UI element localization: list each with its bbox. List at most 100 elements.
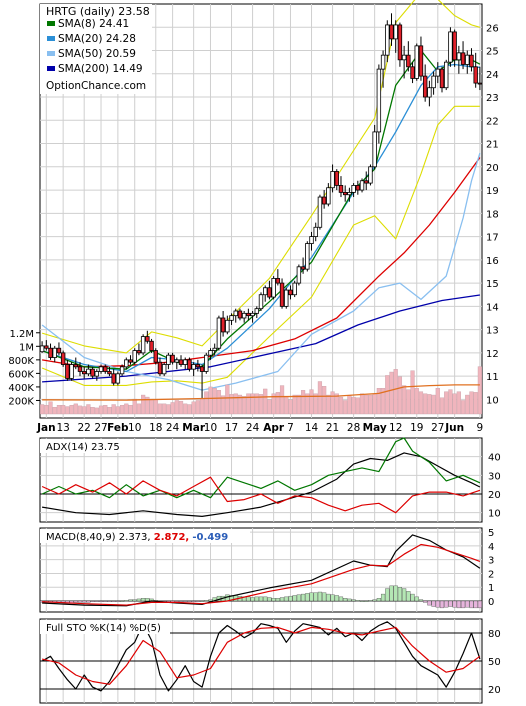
volume-bar <box>326 394 331 415</box>
candle-body-up <box>254 308 259 314</box>
volume-bar <box>284 396 289 415</box>
candle-body-up <box>292 282 297 296</box>
candlestick <box>98 364 104 374</box>
volume-bar <box>347 395 352 415</box>
candle-body-up <box>258 294 264 310</box>
indicator-line <box>42 452 481 518</box>
volume-bar <box>136 403 142 415</box>
volume-bar <box>334 393 339 415</box>
candle-body-up <box>309 236 314 244</box>
moving-average-line <box>41 63 480 373</box>
macd-histogram-bar <box>204 600 209 602</box>
candle-body-down <box>275 278 281 284</box>
y-tick-label: 18 <box>486 209 499 220</box>
candlestick <box>166 352 171 370</box>
volume-bar <box>250 393 255 415</box>
y-tick-label: 10 <box>488 509 501 520</box>
macd-histogram-bar <box>322 592 327 602</box>
volume-bar <box>157 403 163 415</box>
candle-body-up <box>284 289 289 307</box>
x-tick-label: 21 <box>326 422 339 434</box>
candlestick <box>401 45 407 79</box>
candle-body-down <box>153 350 158 363</box>
candlestick <box>250 311 255 323</box>
x-tick-label: 22 <box>78 422 91 434</box>
macd-histogram-bar <box>469 600 474 609</box>
candle-body-up <box>212 347 217 351</box>
candle-body-down <box>187 359 192 370</box>
macd-histogram-bar <box>111 600 116 602</box>
macd-histogram-bar <box>460 600 466 609</box>
candlestick <box>376 64 382 144</box>
candlestick <box>115 371 121 386</box>
volume-bar <box>343 400 348 415</box>
volume-bar <box>195 400 200 415</box>
volume-bar <box>279 385 285 415</box>
candlestick <box>410 62 415 84</box>
macd-histogram-bar <box>376 598 381 602</box>
macd-histogram-bar <box>187 600 192 602</box>
candlestick <box>267 280 272 300</box>
volume-bar <box>65 406 70 415</box>
x-tick-label: 28 <box>347 422 360 434</box>
adx-label-background <box>40 439 128 453</box>
volume-bar <box>393 369 398 415</box>
candle-body-up <box>161 364 167 375</box>
x-tick-label: Apr <box>263 422 285 434</box>
candlestick <box>368 164 373 186</box>
volume-bar <box>208 386 213 415</box>
candle-body-down <box>397 24 403 61</box>
candle-body-down <box>439 68 445 89</box>
volume-bar <box>132 398 137 415</box>
legend-background <box>40 4 152 94</box>
volume-tick-label: 200K <box>8 396 34 407</box>
candle-body-down <box>44 345 49 349</box>
candlestick <box>103 364 108 374</box>
macd-histogram-bar <box>456 600 461 609</box>
x-tick-label: 10 <box>128 422 141 434</box>
candlestick <box>48 343 53 360</box>
x-tick-label: 7 <box>287 422 294 434</box>
volume-bar <box>305 393 310 415</box>
volume-bar <box>263 388 268 415</box>
volume-bar <box>355 397 360 415</box>
macd-histogram-bar <box>435 600 440 608</box>
candle-body-up <box>330 171 335 189</box>
candle-body-up <box>393 24 398 40</box>
candle-body-up <box>208 350 213 356</box>
candlestick <box>389 13 394 46</box>
candle-body-down <box>406 54 411 68</box>
volume-bar <box>376 388 381 415</box>
candle-body-down <box>389 24 394 40</box>
candle-body-down <box>338 185 344 193</box>
panel-labels: HRTG (daily) 23.58 SMA(8) 24.41 SMA(20) … <box>40 4 250 634</box>
y-tick-label: 20 <box>488 490 501 501</box>
candle-body-up <box>250 312 255 317</box>
volume-bar <box>204 391 209 415</box>
candle-body-down <box>128 359 133 363</box>
candlestick <box>448 27 453 67</box>
volume-tick-label: 1M <box>19 342 34 353</box>
macd-histogram-bar <box>254 596 259 602</box>
candle-body-down <box>103 366 108 372</box>
candle-body-up <box>52 347 57 358</box>
moving-average-line <box>41 49 481 370</box>
y-tick-label: 17 <box>486 233 499 244</box>
y-tick-label: 1 <box>488 583 494 594</box>
candle-body-down <box>149 340 154 351</box>
candle-body-up <box>271 278 276 298</box>
macd-histogram-bar <box>132 599 137 602</box>
volume-bar <box>153 399 158 415</box>
candlestick <box>275 269 281 286</box>
macd-histogram-bar <box>317 591 323 602</box>
volume-bar <box>98 405 104 415</box>
candlestick <box>229 313 234 325</box>
volume-bar <box>469 391 474 415</box>
candlestick <box>204 352 209 374</box>
macd-histogram-bar <box>444 600 449 608</box>
candle-body-up <box>69 364 74 379</box>
candlestick <box>69 362 74 381</box>
candle-body-up <box>115 373 121 384</box>
x-tick-label: Jan <box>36 422 55 434</box>
